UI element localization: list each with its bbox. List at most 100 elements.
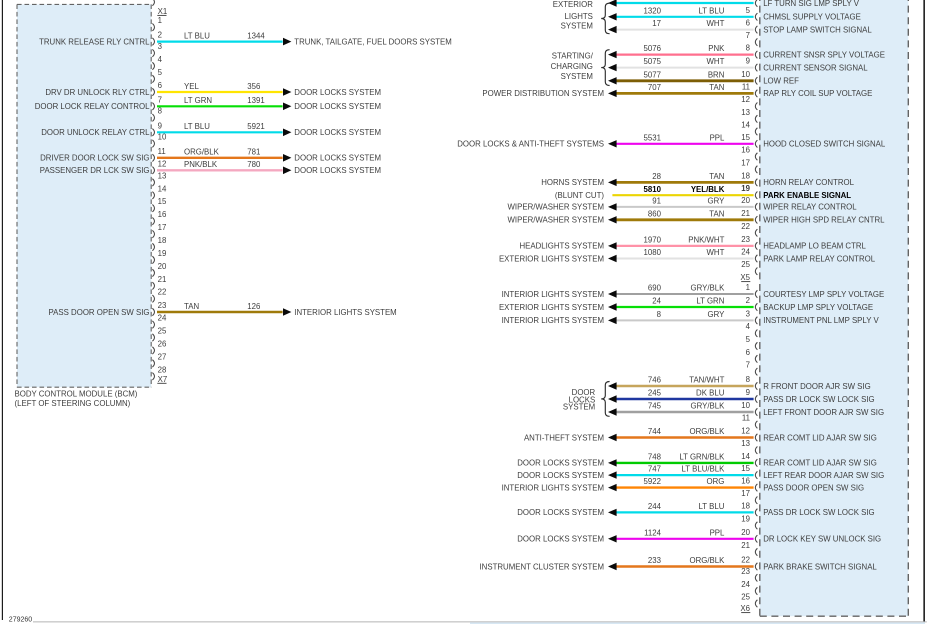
svg-text:X5: X5 [740, 273, 750, 282]
svg-text:13: 13 [741, 108, 750, 117]
svg-text:23: 23 [741, 567, 750, 576]
svg-text:WHT: WHT [707, 57, 725, 66]
svg-text:8: 8 [746, 44, 751, 53]
svg-text:CHARGING: CHARGING [551, 62, 593, 71]
svg-text:15: 15 [741, 464, 750, 473]
svg-text:11: 11 [742, 414, 750, 423]
svg-text:18: 18 [158, 236, 167, 245]
svg-text:1124: 1124 [644, 528, 662, 537]
svg-text:19: 19 [741, 515, 750, 524]
svg-text:SYSTEM: SYSTEM [561, 72, 593, 81]
svg-text:12: 12 [741, 95, 750, 104]
svg-text:WHT: WHT [707, 19, 725, 28]
svg-text:LT GRN: LT GRN [184, 96, 212, 105]
svg-text:3: 3 [158, 42, 163, 51]
svg-text:RAP RLY COIL SUP VOLTAGE: RAP RLY COIL SUP VOLTAGE [763, 89, 872, 98]
svg-text:EXTERIOR LIGHTS SYSTEM: EXTERIOR LIGHTS SYSTEM [499, 254, 604, 263]
svg-text:GRY/BLK: GRY/BLK [691, 284, 726, 293]
svg-text:BRN: BRN [708, 70, 725, 79]
svg-text:8: 8 [746, 375, 751, 384]
svg-text:1320: 1320 [644, 6, 662, 15]
svg-text:INTERIOR LIGHTS SYSTEM: INTERIOR LIGHTS SYSTEM [502, 290, 604, 299]
svg-text:INTERIOR LIGHTS SYSTEM: INTERIOR LIGHTS SYSTEM [294, 308, 396, 317]
svg-text:HEADLAMP LO BEAM CTRL: HEADLAMP LO BEAM CTRL [763, 242, 866, 251]
svg-text:27: 27 [158, 352, 167, 361]
svg-text:1970: 1970 [644, 236, 662, 245]
svg-text:DOOR LOCKS & ANTI-THEFT SYSTEM: DOOR LOCKS & ANTI-THEFT SYSTEMS [457, 140, 604, 149]
svg-text:LT BLU: LT BLU [699, 6, 725, 15]
svg-text:5810: 5810 [644, 185, 662, 194]
svg-text:EXTERIOR LIGHTS SYSTEM: EXTERIOR LIGHTS SYSTEM [499, 303, 604, 312]
svg-text:PASS DOOR OPEN SW SIG: PASS DOOR OPEN SW SIG [49, 308, 150, 317]
svg-text:5922: 5922 [644, 477, 661, 486]
svg-text:REAR COMT LID AJAR SW SIG: REAR COMT LID AJAR SW SIG [763, 459, 877, 468]
svg-text:11: 11 [158, 147, 166, 156]
svg-text:PNK/WHT: PNK/WHT [688, 236, 724, 245]
svg-text:WIPER/WASHER SYSTEM: WIPER/WASHER SYSTEM [508, 216, 604, 225]
svg-text:POWER DISTRIBUTION SYSTEM: POWER DISTRIBUTION SYSTEM [482, 89, 604, 98]
svg-text:PNK: PNK [708, 44, 725, 53]
svg-text:780: 780 [247, 160, 261, 169]
svg-text:TRUNK RELEASE RLY CNTRL: TRUNK RELEASE RLY CNTRL [39, 37, 150, 46]
svg-text:PARK LAMP RELAY CONTROL: PARK LAMP RELAY CONTROL [763, 254, 876, 263]
svg-text:DOOR LOCKS SYSTEM: DOOR LOCKS SYSTEM [294, 88, 381, 97]
svg-text:860: 860 [648, 209, 662, 218]
svg-text:3: 3 [746, 309, 751, 318]
svg-text:15: 15 [158, 197, 167, 206]
svg-text:DOOR LOCKS SYSTEM: DOOR LOCKS SYSTEM [517, 508, 604, 517]
svg-text:19: 19 [158, 249, 167, 258]
svg-text:LT GRN/BLK: LT GRN/BLK [679, 453, 725, 462]
svg-text:244: 244 [648, 502, 662, 511]
svg-text:1: 1 [746, 283, 750, 292]
svg-text:DOOR UNLOCK RELAY CTRL: DOOR UNLOCK RELAY CTRL [41, 128, 150, 137]
svg-text:10: 10 [741, 401, 750, 410]
svg-text:10: 10 [741, 70, 750, 79]
svg-text:23: 23 [158, 301, 167, 310]
svg-text:18: 18 [741, 501, 750, 510]
svg-text:INTERIOR LIGHTS SYSTEM: INTERIOR LIGHTS SYSTEM [502, 316, 604, 325]
svg-text:SYSTEM: SYSTEM [563, 403, 595, 412]
svg-text:2: 2 [746, 296, 750, 305]
svg-text:18: 18 [741, 171, 750, 180]
svg-text:22: 22 [741, 222, 750, 231]
svg-text:ORG/BLK: ORG/BLK [184, 148, 220, 157]
svg-text:BODY CONTROL MODULE (BCM): BODY CONTROL MODULE (BCM) [15, 389, 138, 398]
svg-text:PASS DR LOCK SW LOCK SIG: PASS DR LOCK SW LOCK SIG [763, 395, 874, 404]
svg-text:WIPER/WASHER SYSTEM: WIPER/WASHER SYSTEM [508, 203, 604, 212]
svg-text:WIPER RELAY CONTROL: WIPER RELAY CONTROL [763, 203, 857, 212]
svg-text:21: 21 [741, 209, 750, 218]
svg-text:14: 14 [741, 121, 750, 130]
svg-text:12: 12 [158, 159, 167, 168]
svg-text:WHT: WHT [707, 248, 725, 257]
svg-text:17: 17 [741, 489, 750, 498]
svg-text:LOW REF: LOW REF [763, 77, 799, 86]
svg-text:22: 22 [158, 288, 167, 297]
svg-text:LT BLU: LT BLU [699, 502, 725, 511]
svg-text:PASS DOOR OPEN SW SIG: PASS DOOR OPEN SW SIG [763, 483, 864, 492]
svg-text:CURRENT SNSR SPLY VOLTAGE: CURRENT SNSR SPLY VOLTAGE [763, 50, 885, 59]
svg-text:EXTERIOR: EXTERIOR [553, 0, 593, 9]
svg-text:PASSENGER DR LCK SW SIG: PASSENGER DR LCK SW SIG [40, 166, 150, 175]
svg-text:11: 11 [742, 82, 750, 91]
svg-text:HOOD CLOSED SWITCH SIGNAL: HOOD CLOSED SWITCH SIGNAL [763, 140, 886, 149]
svg-text:DOOR LOCKS SYSTEM: DOOR LOCKS SYSTEM [294, 166, 381, 175]
svg-text:17: 17 [652, 19, 661, 28]
svg-text:16: 16 [741, 477, 750, 486]
svg-text:ORG/BLK: ORG/BLK [690, 427, 726, 436]
svg-text:PNK/BLK: PNK/BLK [184, 160, 218, 169]
svg-text:X7: X7 [158, 375, 168, 384]
svg-text:6: 6 [746, 19, 751, 28]
svg-text:CHMSL SUPPLY VOLTAGE: CHMSL SUPPLY VOLTAGE [763, 13, 861, 22]
svg-text:7: 7 [158, 95, 162, 104]
svg-text:9: 9 [746, 388, 750, 397]
svg-text:5075: 5075 [644, 57, 662, 66]
svg-text:COURTESY LMP SPLY VOLTAGE: COURTESY LMP SPLY VOLTAGE [763, 290, 884, 299]
svg-text:ORG/BLK: ORG/BLK [690, 556, 726, 565]
svg-text:20: 20 [741, 528, 750, 537]
svg-text:279260: 279260 [9, 616, 32, 623]
svg-text:748: 748 [648, 453, 662, 462]
svg-text:TAN/WHT: TAN/WHT [689, 376, 724, 385]
svg-text:HEADLIGHTS SYSTEM: HEADLIGHTS SYSTEM [519, 242, 604, 251]
svg-text:2: 2 [158, 31, 162, 40]
svg-text:233: 233 [648, 556, 662, 565]
